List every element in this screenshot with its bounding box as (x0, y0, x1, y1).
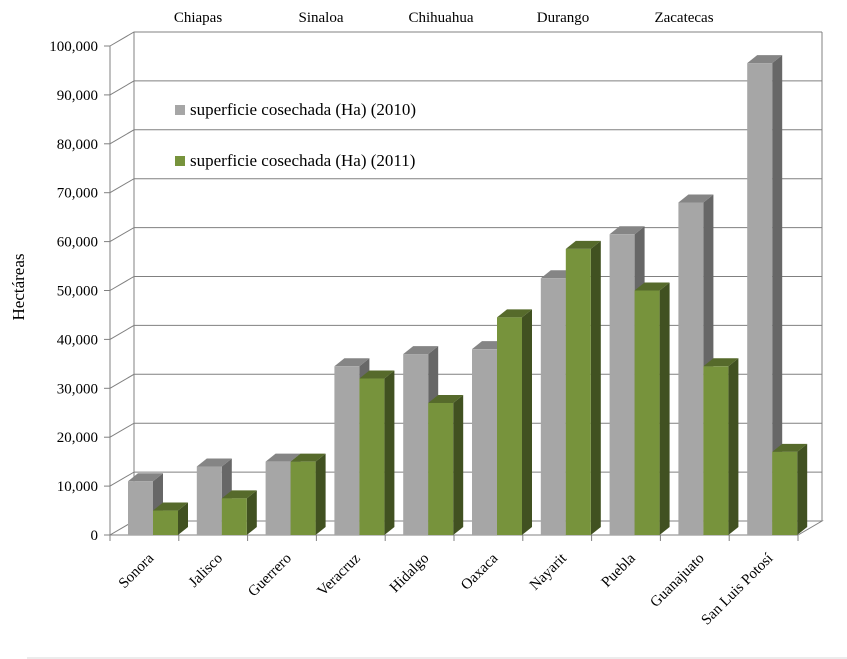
y-tick-label: 30,000 (57, 381, 98, 397)
bar-2010-sonora (128, 473, 163, 535)
x-tick-label: Veracruz (315, 550, 364, 599)
y-axis-label: Hectáreas (9, 253, 28, 320)
x-tick-label: Jalisco (186, 551, 226, 591)
gridline (109, 31, 822, 47)
y-tick-label: 70,000 (57, 186, 98, 202)
bar-2011-sonora (153, 502, 188, 535)
bar-2011-guerrero (290, 453, 326, 535)
legend: superficie cosechada (Ha) (2010) superfic… (175, 100, 416, 170)
legend-swatch (175, 156, 185, 166)
y-tick-label: 80,000 (57, 137, 98, 153)
x-tick-label: Hidalgo (387, 551, 432, 596)
bar-2010-puebla (609, 226, 645, 535)
gridline (109, 178, 822, 194)
gridline (109, 324, 822, 340)
bar-2010-san-luis-potosí (747, 55, 783, 536)
gridline (109, 80, 822, 96)
y-tick-label: 0 (91, 528, 99, 544)
bar-2011-hidalgo (428, 394, 464, 535)
gridline (109, 276, 822, 291)
gridline (109, 227, 822, 243)
top-labels: Chiapas Sinaloa Chihuahua Durango Zacatecas (174, 10, 714, 26)
top-label: Durango (537, 10, 590, 26)
y-tick-label: 50,000 (57, 284, 98, 300)
y-tick-label: 90,000 (57, 88, 98, 104)
bars (128, 55, 808, 536)
y-axis-ticks: 0 10,000 20,000 30,000 40,000 50,000 60,000 70,… (49, 39, 110, 544)
y-tick-label: 10,000 (57, 479, 98, 495)
gridline (109, 129, 822, 145)
bar-2011-san-luis-potosí (772, 443, 808, 535)
x-tick-label: Guerrero (245, 551, 295, 601)
top-label: Zacatecas (654, 10, 713, 26)
x-tick-label: San Luis Potosí (699, 551, 777, 629)
legend-swatch (175, 105, 185, 115)
x-tick-label: Guanajuato (647, 551, 707, 611)
y-tick-label: 20,000 (57, 430, 98, 446)
bar-2011-puebla (634, 282, 670, 535)
x-tick-label: Nayarit (527, 550, 571, 594)
y-tick-label: 100,000 (49, 39, 98, 55)
bar-2011-nayarit (565, 240, 601, 535)
top-label: Chihuahua (409, 10, 474, 26)
x-tick-label: Puebla (599, 550, 639, 590)
x-axis-ticks: Sonora Jalisco Guerrero Veracruz Hidalgo Oaxa… (109, 535, 799, 629)
legend-label: superficie cosechada (Ha) (2010) (190, 100, 416, 119)
y-tick-label: 60,000 (57, 235, 98, 251)
bar-2011-veracruz (359, 370, 395, 535)
bar-2011-oaxaca (497, 309, 532, 535)
bar-2011-guanajuato (703, 358, 739, 535)
legend-label: superficie cosechada (Ha) (2011) (190, 151, 415, 170)
y-tick-label: 40,000 (57, 332, 98, 348)
top-label: Chiapas (174, 10, 222, 26)
bar-2011-jalisco (221, 490, 257, 535)
top-label: Sinaloa (299, 10, 344, 26)
x-tick-label: Oaxaca (458, 550, 501, 593)
x-tick-label: Sonora (116, 550, 158, 592)
